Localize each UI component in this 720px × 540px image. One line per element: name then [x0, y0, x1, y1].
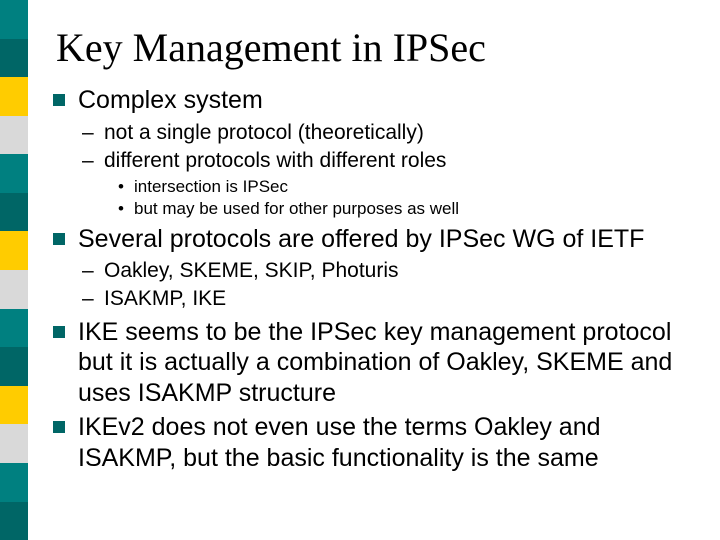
item-text: ISAKMP, IKE: [104, 287, 226, 310]
bullet-list-level2: not a single protocol (theoretically) di…: [78, 120, 700, 220]
list-item: ISAKMP, IKE: [78, 286, 700, 312]
list-item: different protocols with different roles…: [78, 148, 700, 220]
slide-content: Key Management in IPSec Complex system n…: [0, 0, 720, 540]
item-text: different protocols with different roles: [104, 149, 446, 172]
list-item: Complex system not a single protocol (th…: [50, 85, 700, 220]
item-text: Complex system: [78, 85, 700, 116]
item-text: IKE seems to be the IPSec key management…: [78, 317, 700, 409]
item-text: not a single protocol (theoretically): [104, 121, 424, 144]
list-item: Oakley, SKEME, SKIP, Photuris: [78, 258, 700, 284]
list-item: not a single protocol (theoretically): [78, 120, 700, 146]
list-item: Several protocols are offered by IPSec W…: [50, 224, 700, 313]
bullet-list-level2: Oakley, SKEME, SKIP, Photuris ISAKMP, IK…: [78, 258, 700, 313]
list-item: IKEv2 does not even use the terms Oakley…: [50, 412, 700, 473]
slide-title: Key Management in IPSec: [56, 24, 700, 71]
list-item: IKE seems to be the IPSec key management…: [50, 317, 700, 409]
item-text: Oakley, SKEME, SKIP, Photuris: [104, 259, 399, 282]
item-text: but may be used for other purposes as we…: [134, 199, 459, 218]
item-text: Several protocols are offered by IPSec W…: [78, 224, 700, 255]
bullet-list-level1: Complex system not a single protocol (th…: [50, 85, 700, 473]
list-item: but may be used for other purposes as we…: [104, 198, 700, 219]
list-item: intersection is IPSec: [104, 176, 700, 197]
item-text: IKEv2 does not even use the terms Oakley…: [78, 412, 700, 473]
bullet-list-level3: intersection is IPSec but may be used fo…: [104, 176, 700, 220]
item-text: intersection is IPSec: [134, 177, 288, 196]
